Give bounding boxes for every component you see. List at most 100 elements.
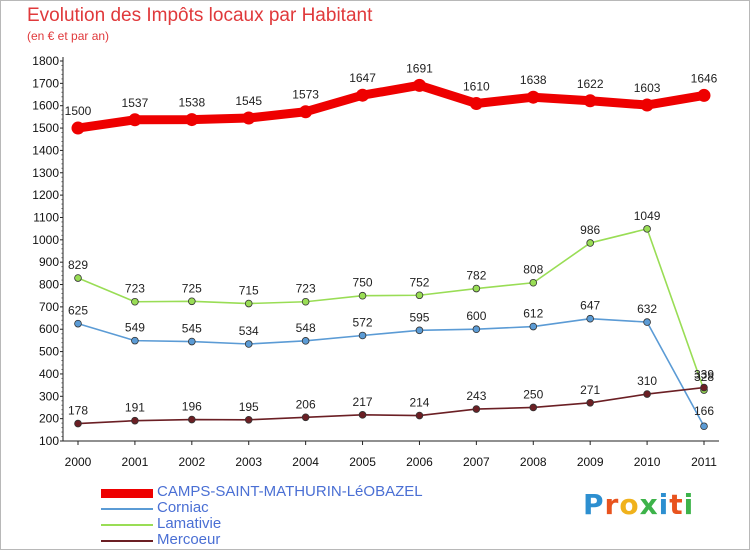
data-label: 725	[182, 281, 202, 295]
data-label: 339	[694, 368, 714, 382]
y-tick-label: 1100	[33, 210, 59, 224]
x-tick-label: 2010	[634, 455, 661, 469]
data-label: 1049	[634, 209, 661, 223]
data-label: 612	[523, 307, 543, 321]
legend-label: CAMPS-SAINT-MATHURIN-LéOBAZEL	[157, 483, 423, 500]
chart-subtitle: (en € et par an)	[27, 29, 110, 43]
x-tick-label: 2008	[520, 455, 547, 469]
data-point	[131, 416, 139, 425]
data-label: 1691	[406, 61, 433, 75]
x-tick-label: 2006	[406, 455, 433, 469]
data-label: 1638	[520, 73, 547, 87]
data-point	[643, 390, 651, 398]
data-point	[640, 98, 654, 112]
y-tick-label: 400	[39, 367, 59, 381]
data-point	[299, 105, 313, 119]
y-tick-label: 900	[39, 255, 59, 269]
data-point	[415, 326, 424, 335]
x-tick-label: 2002	[178, 455, 205, 469]
data-label: 206	[296, 397, 316, 411]
legend-swatch	[101, 524, 153, 526]
legend-item: Mercoeur	[101, 531, 521, 549]
data-point	[586, 239, 594, 247]
y-tick-label: 1600	[32, 99, 59, 113]
data-label: 1622	[577, 77, 604, 91]
data-point	[74, 274, 82, 282]
data-point	[356, 88, 370, 102]
data-point	[74, 319, 82, 328]
y-tick-label: 1700	[32, 76, 59, 90]
data-label: 572	[353, 315, 373, 329]
data-point	[529, 278, 538, 287]
x-tick-label: 2000	[65, 455, 92, 469]
data-point	[244, 415, 253, 424]
logo-letter: r	[604, 488, 620, 521]
data-point	[697, 88, 711, 102]
legend-item: Corniac	[101, 499, 521, 517]
series-line-3	[77, 386, 705, 425]
data-label: 549	[125, 321, 145, 335]
x-tick-label: 2001	[122, 455, 149, 469]
data-point	[415, 411, 424, 420]
data-label: 1647	[349, 71, 376, 85]
data-label: 752	[409, 275, 429, 289]
data-point	[188, 337, 196, 346]
legend-swatch	[101, 540, 153, 542]
data-label: 723	[296, 282, 316, 296]
series-line-2	[77, 228, 705, 391]
data-label: 195	[239, 400, 259, 414]
data-label: 595	[409, 310, 429, 324]
legend-label: Lamativie	[157, 515, 222, 532]
data-label: 829	[68, 258, 88, 272]
y-tick-label: 1800	[32, 54, 59, 68]
data-label: 632	[637, 302, 657, 316]
data-point	[643, 225, 651, 233]
y-tick-label: 500	[39, 345, 59, 359]
data-label: 243	[466, 389, 486, 403]
data-point	[301, 297, 310, 306]
data-point	[583, 94, 597, 108]
logo-letter: x	[639, 488, 659, 521]
logo-letter: i	[658, 488, 670, 521]
x-tick-label: 2007	[463, 455, 490, 469]
data-label: 1610	[463, 79, 490, 93]
data-point	[472, 405, 481, 413]
y-tick-label: 200	[39, 412, 59, 426]
data-label: 715	[239, 284, 259, 298]
data-label: 723	[125, 282, 145, 296]
data-point	[301, 337, 310, 345]
legend-label: Corniac	[157, 499, 209, 516]
logo-letter: i	[683, 488, 695, 521]
y-tick-label: 1300	[32, 166, 59, 180]
data-point	[358, 291, 367, 300]
data-point	[415, 291, 424, 300]
legend-swatch	[101, 488, 153, 498]
data-label: 1573	[292, 88, 319, 102]
data-point	[412, 78, 426, 92]
data-point	[700, 422, 708, 431]
y-tick-label: 700	[39, 300, 59, 314]
y-tick-label: 800	[39, 278, 59, 292]
data-label: 328	[694, 370, 714, 384]
x-tick-label: 2009	[577, 455, 604, 469]
data-point	[469, 96, 483, 110]
data-point	[71, 121, 85, 135]
y-tick-label: 1400	[32, 143, 59, 157]
data-point	[586, 398, 594, 407]
legend-item: Lamativie	[101, 515, 521, 533]
data-point	[700, 383, 708, 392]
legend-swatch	[101, 508, 153, 510]
data-label: 534	[239, 324, 259, 338]
chart-title: Evolution des Impôts locaux par Habitant	[27, 5, 373, 26]
data-label: 1545	[235, 94, 262, 108]
data-point	[643, 318, 651, 326]
data-label: 196	[182, 400, 202, 414]
data-label: 750	[353, 276, 373, 290]
data-point	[358, 411, 367, 419]
data-point	[529, 322, 538, 331]
x-tick-label: 2011	[691, 455, 717, 469]
data-label: 986	[580, 223, 600, 237]
data-label: 1537	[122, 96, 149, 110]
